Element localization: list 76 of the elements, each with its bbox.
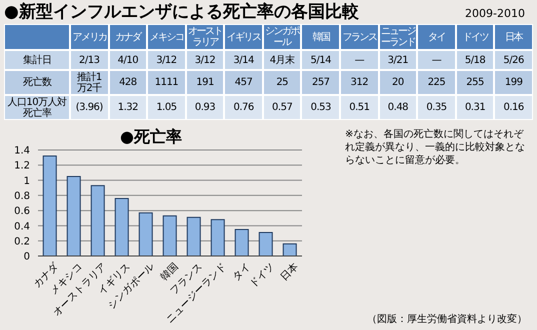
text: 0.16 [504,102,524,113]
text: 1.32 [118,102,138,113]
text: 2009-2010 [465,7,525,20]
text: （図版：厚生労働省資料より改変） [367,312,527,326]
category-label: 集計日 [22,54,52,66]
text: 0.35 [426,102,447,113]
text: (3.96) [76,102,103,113]
y-tick-label: 0.2 [14,236,30,248]
text: 3/12 [194,54,216,66]
text: 0.93 [194,102,216,113]
category-label: シンガポール [264,26,300,48]
bar [114,198,129,256]
category-label: メキシコ [148,32,184,42]
category-label: 死亡数 [22,77,52,88]
text: 312 [350,77,368,88]
category-label: イギリス [226,32,262,42]
bar [138,212,153,256]
text: 25 [276,77,288,88]
text: — [354,54,364,66]
category-label: フランス [341,32,378,42]
bar [66,176,81,256]
text: 3/12 [156,54,177,66]
category-label: ドイツ [461,32,490,42]
y-tick-label: 0.4 [14,221,30,232]
text: 225 [428,77,446,88]
category-label: オーストラリア [186,26,224,48]
text: 457 [234,77,252,88]
chart-title: ●死亡率 [120,127,182,148]
x-tick-label: 日本 [278,260,301,284]
text: 5/14 [310,54,331,66]
bar [210,219,225,256]
text: 推計1万2千 [76,72,102,94]
y-tick-label: 1.4 [14,146,30,157]
text: 255 [466,77,484,88]
category-label: 韓国 [311,32,331,42]
text: 4/10 [118,54,138,66]
text: 3/21 [388,54,408,66]
category-label: アメリカ [71,32,108,42]
text: 0.31 [464,102,486,113]
category-label: タイ [426,32,446,42]
text: 4月末 [270,54,295,66]
text: 3/14 [233,54,254,66]
category-label: 人口10万人対死亡率 [7,96,67,118]
bar [186,216,201,256]
text: 2/13 [79,54,100,66]
category-label: ニュージーランド [380,26,416,48]
text: 191 [196,77,214,88]
text: 20 [392,77,404,88]
text: 0.51 [349,102,370,113]
text: 199 [504,77,522,88]
category-label: カナダ [114,32,142,42]
text: ●新型インフルエンザによる死亡率の各国比較 [4,1,359,23]
text: 1.05 [156,102,177,113]
text: 0.48 [388,102,408,113]
bar [42,156,57,256]
y-tick-label: 0 [24,252,30,263]
bar [162,215,177,256]
text: 257 [312,77,330,88]
text: 0.53 [310,102,331,113]
category-label: 日本 [504,32,524,42]
bar [90,185,105,256]
bar [258,232,273,256]
text: — [432,54,442,66]
bar [234,229,249,256]
y-tick-label: 1.2 [14,160,30,172]
text: ※なお、各国の死亡数に関してはそれぞれ定義が異なり、一義的に比較対象とならないことに留意が必要。 [345,128,526,167]
text: 428 [119,77,137,88]
y-tick-label: 0.8 [14,190,30,202]
y-tick-label: 1 [24,176,30,187]
text: 1111 [154,77,178,88]
text: 5/26 [503,54,524,66]
text: 5/18 [464,54,486,66]
text: 0.76 [233,102,254,113]
y-tick-label: 0.6 [14,206,30,218]
text: 0.57 [272,102,292,113]
bar [282,243,297,256]
